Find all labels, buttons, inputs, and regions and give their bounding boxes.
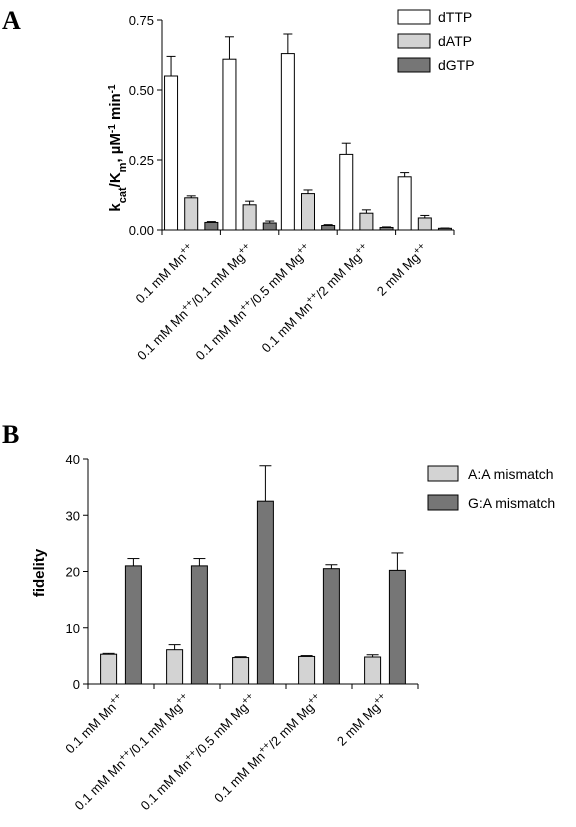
bar bbox=[379, 226, 394, 231]
bar bbox=[190, 565, 208, 685]
bar bbox=[280, 53, 295, 231]
x-category-label: 0.1 mM Mn++/2 mM Mg++ bbox=[210, 690, 325, 805]
panel-a-letter: A bbox=[2, 6, 21, 35]
bar bbox=[184, 197, 199, 231]
bar bbox=[164, 75, 179, 231]
chart-panel-a: 0.00 0.25 0.50 0.75 0.1 mM Mn++0.1 mM Mn++/0… bbox=[129, 9, 475, 363]
bar bbox=[364, 656, 382, 685]
legend-swatch bbox=[397, 33, 431, 49]
x-category-label: 0.1 mM Mn++/2 mM Mg++ bbox=[257, 240, 372, 355]
bar bbox=[256, 500, 274, 685]
bar bbox=[359, 212, 374, 231]
bar bbox=[397, 176, 412, 231]
panel-b-letter: B bbox=[2, 420, 19, 449]
legend-swatch bbox=[427, 494, 459, 511]
y-axis-label-a: kcat/Km, µM-1 min-1 bbox=[107, 84, 130, 212]
bar bbox=[204, 221, 219, 231]
bar bbox=[322, 568, 340, 685]
y-tick-label: 30 bbox=[66, 508, 80, 523]
legend-label: dTTP bbox=[438, 9, 472, 25]
bar bbox=[262, 222, 277, 231]
bar bbox=[388, 569, 406, 685]
bar bbox=[222, 58, 237, 231]
y-tick-label: 0.50 bbox=[129, 83, 154, 98]
y-tick-label: 40 bbox=[66, 452, 80, 467]
x-category-label: 0.1 mM Mn++/0.5 mM Mg++ bbox=[136, 690, 259, 813]
x-category-label: 0.1 mM Mn++/0.1 mM Mg++ bbox=[70, 690, 193, 813]
bar bbox=[321, 225, 336, 231]
bar bbox=[242, 204, 257, 231]
legend-swatch bbox=[397, 57, 431, 73]
y-tick-label: 20 bbox=[66, 565, 80, 580]
y-axis-label-b: fidelity bbox=[31, 548, 48, 597]
x-category-label: 2 mM Mg++ bbox=[333, 690, 391, 748]
legend-label: dGTP bbox=[438, 57, 475, 73]
bar bbox=[100, 653, 118, 685]
y-tick-label: 0.75 bbox=[129, 13, 154, 28]
x-category-label: 0.1 mM Mn++ bbox=[61, 690, 127, 756]
chart-panel-b: 0 10 20 30 40 0.1 mM Mn++0.1 mM Mn++/0.1 mM M… bbox=[61, 452, 555, 813]
bar bbox=[124, 565, 142, 685]
bar bbox=[301, 193, 315, 231]
bar bbox=[417, 217, 432, 231]
y-tick-label: 0.25 bbox=[129, 153, 154, 168]
bar bbox=[166, 649, 184, 685]
bar bbox=[437, 227, 452, 231]
legend-swatch bbox=[397, 9, 431, 25]
legend-swatch bbox=[427, 465, 459, 482]
y-tick-label: 10 bbox=[66, 621, 80, 636]
legend-label: A:A mismatch bbox=[468, 466, 554, 482]
x-category-label: 0.1 mM Mn++/0.1 mM Mg++ bbox=[133, 240, 256, 363]
legend-label: dATP bbox=[438, 33, 472, 49]
bar bbox=[298, 655, 316, 685]
bar bbox=[232, 657, 250, 685]
x-category-label: 0.1 mM Mn++/0.5 mM Mg++ bbox=[191, 240, 314, 363]
bar bbox=[339, 153, 354, 231]
y-tick-label: 0.00 bbox=[129, 223, 154, 238]
x-category-label: 2 mM Mg++ bbox=[373, 240, 431, 298]
legend-label: G:A mismatch bbox=[468, 495, 555, 511]
y-tick-label: 0 bbox=[73, 677, 80, 692]
x-category-label: 0.1 mM Mn++ bbox=[131, 240, 197, 306]
